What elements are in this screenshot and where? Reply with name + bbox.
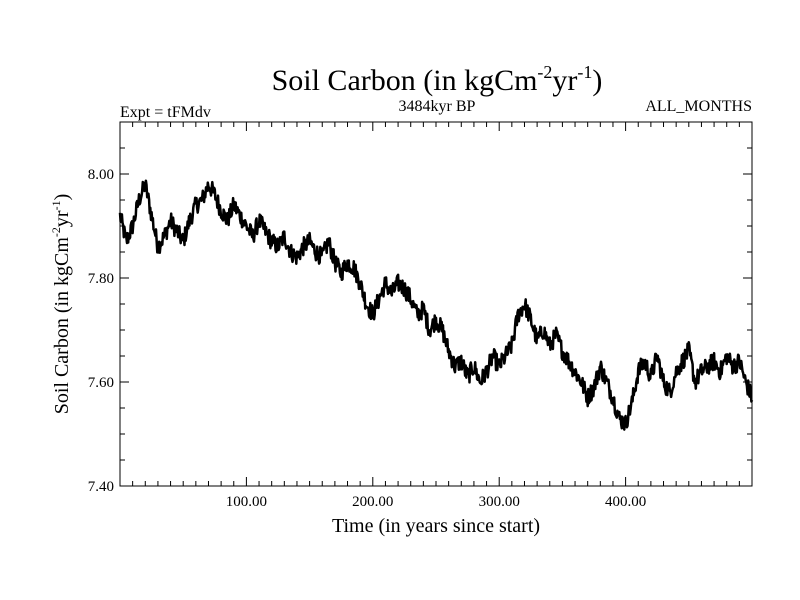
y-tick-label: 7.40	[88, 479, 114, 495]
period-label: 3484kyr BP	[399, 98, 476, 115]
y-tick-label: 7.80	[88, 271, 114, 287]
y-tick-label: 7.60	[88, 375, 114, 391]
x-tick-label: 300.00	[479, 494, 520, 510]
experiment-label: Expt = tFMdv	[120, 104, 211, 121]
x-tick-label: 100.00	[226, 494, 267, 510]
chart-title: Soil Carbon (in kgCm-2yr-1)	[272, 62, 603, 97]
x-tick-label: 400.00	[605, 494, 646, 510]
x-axis: 100.00 200.00 300.00 400.00	[132, 122, 740, 510]
plot-frame	[119, 121, 753, 487]
y-axis-label: Soil Carbon (in kgCm-2yr-1)	[49, 194, 73, 415]
x-axis-label: Time (in years since start)	[332, 515, 540, 537]
months-label: ALL_MONTHS	[645, 98, 752, 115]
y-tick-label: 8.00	[88, 167, 114, 183]
series-line-soil-carbon	[118, 179, 754, 431]
y-axis: 7.40 7.60 7.80 8.00	[88, 121, 752, 495]
x-tick-label: 200.00	[352, 494, 393, 510]
